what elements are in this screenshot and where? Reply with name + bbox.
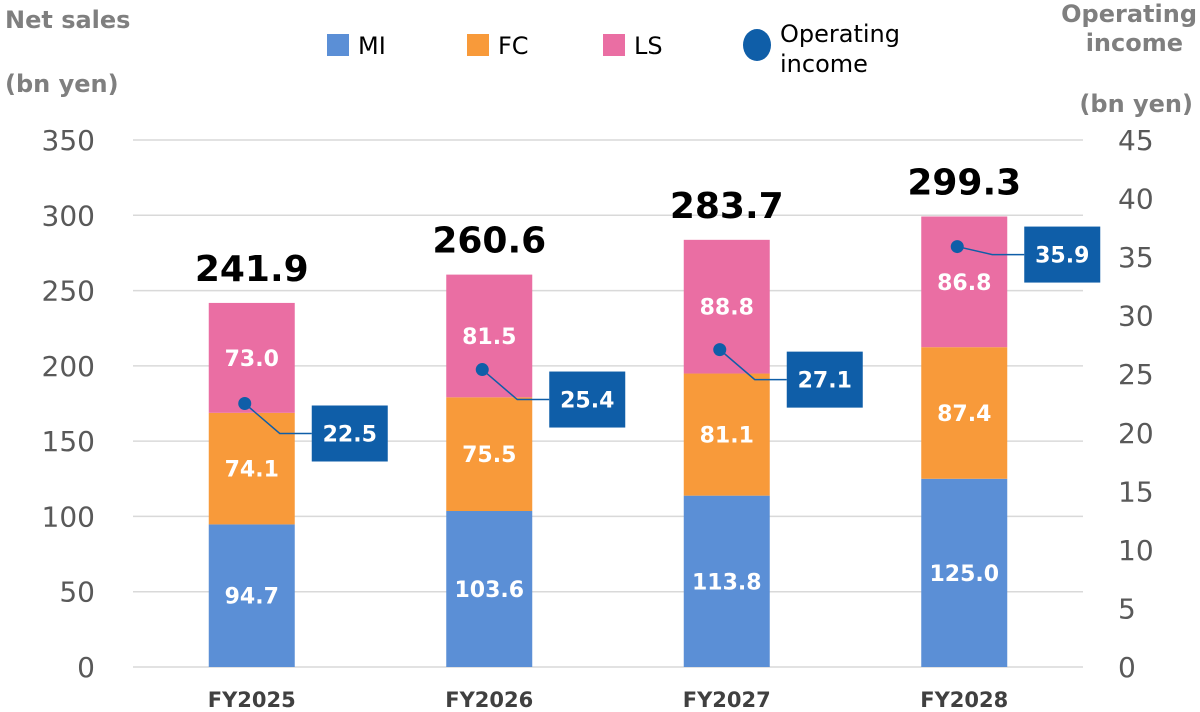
legend-swatch-fc [467,34,489,56]
data-label-ls: 73.0 [225,347,279,372]
oi-leader-line [957,245,1025,256]
bar-segment-fc [683,373,770,496]
legend-swatch-ls [603,34,625,56]
left-axis: 0 50 100 150 200 250 300 350 [42,124,95,684]
oi-label: 27.1 [798,369,852,394]
bar-segment-fc [208,412,295,525]
legend-label-operating-income-line2: income [780,50,868,78]
oi-point [475,363,489,377]
oi-leader-line [719,349,787,381]
legend-item-ls: LS [603,32,663,60]
total-label: 241.9 [195,249,309,290]
right-tick-label: 40 [1118,183,1154,216]
data-label-mi: 103.6 [454,578,524,603]
right-tick-label: 0 [1118,651,1136,684]
legend-item-fc: FC [467,32,529,60]
legend-label-mi: MI [358,32,386,60]
oi-label-box [549,371,626,428]
category-label: FY2028 [920,688,1008,712]
legend-label-ls: LS [634,32,663,60]
oi-label: 35.9 [1035,244,1089,269]
bar-segment-ls [446,274,533,398]
left-tick-label: 150 [42,425,95,458]
category-labels: FY2025 FY2026 FY2027 FY2028 [208,688,1009,712]
legend-marker-operating-income [743,29,771,61]
total-labels: 241.9 260.6 283.7 299.3 [195,162,1021,289]
legend-label-fc: FC [498,32,529,60]
left-tick-label: 250 [42,275,95,308]
left-tick-label: 200 [42,350,95,383]
right-tick-label: 5 [1118,592,1136,625]
data-label-mi: 125.0 [929,562,999,587]
right-tick-label: 30 [1118,300,1154,333]
operating-income-markers: 22.5 25.4 27.1 35.9 [238,226,1101,462]
oi-point [950,240,964,254]
oi-label-box [1024,226,1101,283]
category-label: FY2027 [683,688,771,712]
category-label: FY2026 [445,688,533,712]
left-tick-label: 300 [42,199,95,232]
bar-segment-fc [921,347,1008,479]
left-tick-label: 0 [77,651,95,684]
legend-item-operating-income: Operating income [743,20,900,78]
bar-segment-mi [446,511,533,667]
data-label-fc: 87.4 [937,402,991,427]
bar-segment-ls [921,216,1008,348]
oi-point [238,397,252,410]
bar-segment-fc [446,397,533,512]
right-tick-label: 20 [1118,417,1154,450]
oi-point [713,343,727,357]
right-tick-label: 15 [1118,475,1154,508]
right-tick-label: 45 [1118,124,1154,157]
data-label-fc: 75.5 [462,443,516,468]
data-label-fc: 74.1 [225,458,279,483]
right-axis-title-line2: income [1086,29,1183,57]
bar-segment-ls [683,239,770,374]
category-label: FY2025 [208,688,296,712]
bars: 94.7 74.1 73.0 103.6 75.5 81.5 113.8 81.1 88.8 12… [208,216,1008,667]
total-label: 283.7 [670,186,784,227]
left-tick-label: 100 [42,500,95,533]
left-axis-title-line1: Net sales [5,6,130,34]
oi-leader-line [481,368,550,401]
bar-segment-mi [208,524,295,667]
legend-swatch-mi [327,34,349,56]
data-label-ls: 88.8 [700,296,754,321]
oi-label: 22.5 [323,423,377,448]
right-axis: 0 5 10 15 20 25 30 35 40 45 [1118,124,1154,684]
data-label-fc: 81.1 [700,424,754,449]
legend: MI FC LS Operating income [327,20,900,78]
data-label-ls: 86.8 [937,271,991,296]
total-label: 299.3 [907,162,1021,203]
left-axis-title-line2: (bn yen) [5,70,119,98]
oi-leader-line [244,402,312,435]
bar-segment-mi [683,495,770,667]
bar-segment-mi [921,478,1008,667]
legend-label-operating-income-line1: Operating [780,20,900,48]
oi-label-box [786,351,863,408]
right-axis-title-line1: Operating [1061,0,1197,28]
total-label: 260.6 [432,221,546,262]
legend-item-mi: MI [327,32,386,60]
right-tick-label: 10 [1118,534,1154,567]
left-tick-label: 350 [42,124,95,157]
data-label-mi: 94.7 [225,585,279,610]
bar-segment-ls [208,302,295,413]
right-tick-label: 35 [1118,241,1154,274]
left-tick-label: 50 [59,576,95,609]
oi-label: 25.4 [560,389,614,414]
data-label-mi: 113.8 [692,570,762,595]
oi-label-box [311,405,388,462]
right-tick-label: 25 [1118,358,1154,391]
data-label-ls: 81.5 [462,325,516,350]
right-axis-title-line3: (bn yen) [1079,90,1193,118]
